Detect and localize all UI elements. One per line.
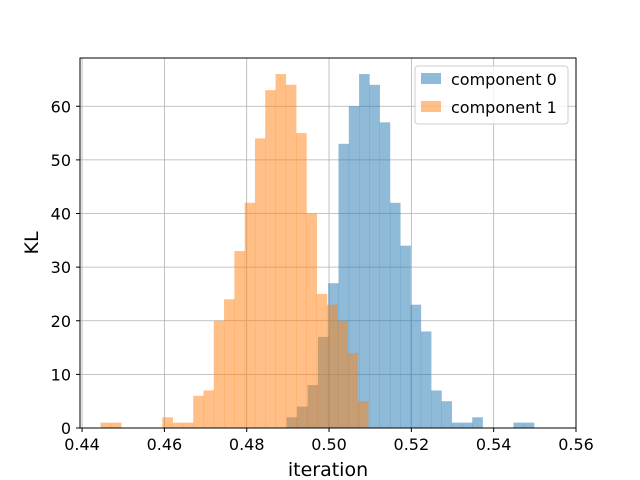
- histogram-bar: [326, 304, 338, 428]
- histogram-bar: [244, 202, 256, 428]
- bars: [100, 74, 535, 429]
- y-tick-label: 0: [61, 419, 71, 438]
- histogram-bar: [338, 143, 350, 428]
- y-tick-label: 60: [51, 97, 71, 116]
- legend-label-component-1: component 1: [451, 98, 557, 117]
- legend-label-component-0: component 0: [451, 70, 557, 89]
- histogram-bar: [441, 401, 452, 428]
- histogram-bar: [254, 138, 266, 428]
- y-tick-label: 30: [51, 258, 71, 277]
- histogram-bar: [265, 90, 276, 428]
- y-tick-label: 40: [51, 205, 71, 224]
- histogram-bar: [420, 331, 432, 428]
- histogram-bar: [431, 390, 442, 428]
- histogram-bar: [162, 417, 173, 428]
- histogram-bar: [182, 422, 194, 428]
- histogram-bar: [389, 202, 401, 428]
- x-tick-label: 0.46: [147, 435, 183, 454]
- histogram-bar: [213, 320, 225, 428]
- histogram-bar: [359, 74, 370, 428]
- legend: component 0 component 1: [414, 65, 569, 125]
- y-tick-label: 50: [51, 151, 71, 170]
- x-axis-label: iteration: [288, 459, 368, 480]
- histogram-bar: [472, 417, 483, 428]
- histogram-bar: [369, 84, 380, 429]
- x-tick-label: 0.44: [64, 435, 100, 454]
- y-axis-label: KL: [21, 231, 43, 254]
- histogram-bar: [400, 245, 411, 428]
- histogram-bar: [379, 122, 391, 428]
- histogram-bar: [513, 422, 525, 428]
- x-tick-label: 0.54: [476, 435, 512, 454]
- x-tick-label: 0.48: [229, 435, 265, 454]
- histogram-bar: [224, 299, 235, 428]
- histogram-bar: [172, 422, 184, 428]
- x-tick-label: 0.56: [558, 435, 594, 454]
- histogram-bar: [234, 251, 245, 428]
- plot-frame: [79, 57, 577, 429]
- histogram-bar: [347, 352, 359, 428]
- histogram-bar: [523, 422, 535, 428]
- histogram-bar: [285, 84, 297, 429]
- histogram-bar: [451, 422, 463, 428]
- histogram-bar: [306, 213, 317, 428]
- series-component-1: [100, 74, 369, 429]
- histogram-bar: [193, 395, 204, 428]
- x-tick-label: 0.52: [394, 435, 430, 454]
- histogram-bar: [110, 422, 122, 428]
- histogram-bar: [316, 293, 328, 428]
- histogram-bar: [357, 401, 369, 428]
- legend-swatch-component-1: [421, 101, 441, 112]
- y-tick-label: 20: [51, 312, 71, 331]
- histogram-bar: [348, 106, 360, 429]
- histogram-bar: [203, 390, 215, 428]
- histogram-bar: [296, 133, 307, 429]
- y-tick-label: 10: [51, 365, 71, 384]
- legend-box: [414, 65, 569, 125]
- x-tick-label: 0.50: [311, 435, 347, 454]
- histogram-bar: [275, 74, 287, 428]
- histogram-bar: [337, 320, 348, 428]
- histogram-bar: [461, 422, 473, 428]
- axis-ticks: 0.44 0.46 0.48 0.50 0.52 0.54 0.56 0 10 20 30 40 50 6…: [51, 97, 594, 454]
- histogram-bar: [410, 304, 422, 428]
- histogram-bar: [100, 422, 112, 428]
- legend-swatch-component-0: [421, 73, 441, 84]
